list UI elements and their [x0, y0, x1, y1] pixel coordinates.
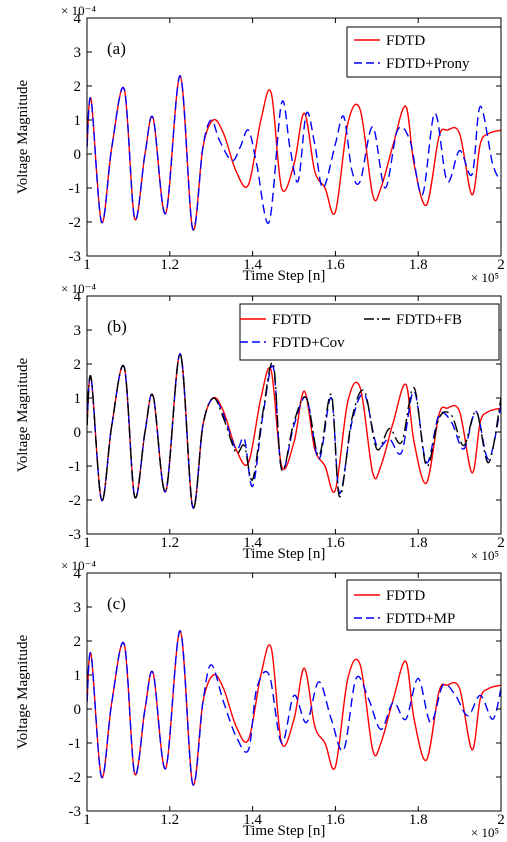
- y-tick-label: 2: [74, 634, 82, 650]
- y-tick-label: 0: [74, 425, 82, 441]
- y-tick-label: -1: [69, 459, 82, 475]
- y-tick-label: -2: [69, 493, 82, 509]
- x-tick-label: 1.4: [243, 535, 262, 551]
- legend-label: FDTD: [272, 312, 311, 328]
- x-tick-label: 1.8: [409, 257, 428, 273]
- x-multiplier: × 10⁵: [471, 548, 499, 563]
- x-tick-label: 1.4: [243, 812, 262, 828]
- y-tick-label: -1: [69, 736, 82, 752]
- x-axis-label: Time Step [n]: [243, 546, 326, 562]
- y-multiplier: × 10⁻⁴: [61, 558, 96, 573]
- plot-frame: [86, 572, 502, 812]
- legend-label: FDTD+MP: [386, 611, 455, 627]
- plot-frame: [86, 295, 502, 535]
- y-axis-label: Voltage Magnitude: [15, 80, 31, 195]
- y-tick-label: 1: [74, 113, 82, 129]
- legend-label: FDTD: [386, 33, 425, 49]
- legend-box: [346, 26, 502, 78]
- x-axis-label: Time Step [n]: [243, 823, 326, 839]
- y-tick-label: -3: [69, 527, 82, 543]
- y-tick-label: 0: [74, 147, 82, 163]
- legend-label: FDTD+Prony: [386, 56, 470, 72]
- series-line-fdtd: [87, 630, 501, 786]
- y-tick-label: -3: [69, 249, 82, 265]
- legend: FDTD FDTD+Prony: [346, 26, 502, 78]
- series-group: [87, 75, 501, 231]
- x-multiplier: × 10⁵: [471, 825, 499, 840]
- y-tick-label: 4: [74, 566, 82, 582]
- x-tick-label: 2: [497, 812, 505, 828]
- y-axis-label: Voltage Magnitude: [15, 635, 31, 750]
- y-tick-label: 3: [74, 600, 82, 616]
- x-tick-label: 2: [497, 535, 505, 551]
- y-tick-label: 3: [74, 45, 82, 61]
- y-tick-label: 4: [74, 11, 82, 27]
- x-tick-label: 1: [83, 812, 91, 828]
- chart-panel-1: 1 1.2 1.4 1.6 1.8 2 -3 -2 -1 0 1 2 3 4× 10⁻⁴ × 10⁵ Time…: [15, 3, 505, 285]
- x-tick-label: 1.2: [160, 257, 179, 273]
- x-tick-label: 1.8: [409, 812, 428, 828]
- x-tick-label: 1.6: [326, 257, 345, 273]
- y-tick-label: 1: [74, 668, 82, 684]
- y-tick-label: -1: [69, 181, 82, 197]
- x-tick-label: 1.2: [160, 535, 179, 551]
- panel-label: (b): [107, 317, 127, 336]
- x-tick-label: 1: [83, 257, 91, 273]
- y-tick-label: 2: [74, 79, 82, 95]
- x-axis-label: Time Step [n]: [243, 268, 326, 284]
- y-tick-label: -2: [69, 215, 82, 231]
- x-tick-label: 1.8: [409, 535, 428, 551]
- x-tick-label: 1: [83, 535, 91, 551]
- x-tick-label: 1.2: [160, 812, 179, 828]
- legend-label: FDTD+FB: [396, 312, 462, 328]
- legend-box: [239, 303, 500, 361]
- x-tick-label: 2: [497, 257, 505, 273]
- y-axis-label: Voltage Magnitude: [15, 358, 31, 473]
- panel-label: (a): [107, 39, 126, 58]
- series-group: [87, 353, 501, 509]
- x-tick-label: 1.6: [326, 812, 345, 828]
- legend-box: [346, 579, 502, 631]
- y-multiplier: × 10⁻⁴: [61, 281, 96, 296]
- x-multiplier: × 10⁵: [471, 270, 499, 285]
- y-tick-label: -2: [69, 770, 82, 786]
- y-multiplier: × 10⁻⁴: [61, 3, 96, 18]
- series-line-fdtd: [87, 353, 501, 509]
- series-line-fdtd-mp: [87, 630, 501, 786]
- y-tick-label: 4: [74, 289, 82, 305]
- legend: FDTD FDTD+FB FDTD+Cov: [239, 303, 500, 361]
- legend: FDTD FDTD+MP: [346, 579, 502, 631]
- y-tick-label: 3: [74, 323, 82, 339]
- y-tick-label: 1: [74, 391, 82, 407]
- x-tick-label: 1.4: [243, 257, 262, 273]
- chart-panel-2: 1 1.2 1.4 1.6 1.8 2 -3 -2 -1 0 1 2 3 4× 10⁻⁴ × 10⁵ Time…: [15, 281, 505, 563]
- panel-label: (c): [107, 594, 126, 613]
- series-line-fdtd-cov: [87, 353, 501, 509]
- y-tick-label: 2: [74, 357, 82, 373]
- y-tick-label: 0: [74, 702, 82, 718]
- y-tick-label: -3: [69, 804, 82, 820]
- plot-frame: [86, 17, 502, 257]
- series-line-fdtd-prony: [87, 75, 501, 231]
- series-line-fdtd-fb: [87, 353, 501, 509]
- legend-label: FDTD+Cov: [272, 335, 345, 351]
- legend-label: FDTD: [386, 588, 425, 604]
- series-line-fdtd: [87, 75, 501, 231]
- series-group: [87, 630, 501, 786]
- chart-panel-3: 1 1.2 1.4 1.6 1.8 2 -3 -2 -1 0 1 2 3 4× 10⁻⁴ × 10⁵ Time…: [15, 558, 505, 840]
- x-tick-label: 1.6: [326, 535, 345, 551]
